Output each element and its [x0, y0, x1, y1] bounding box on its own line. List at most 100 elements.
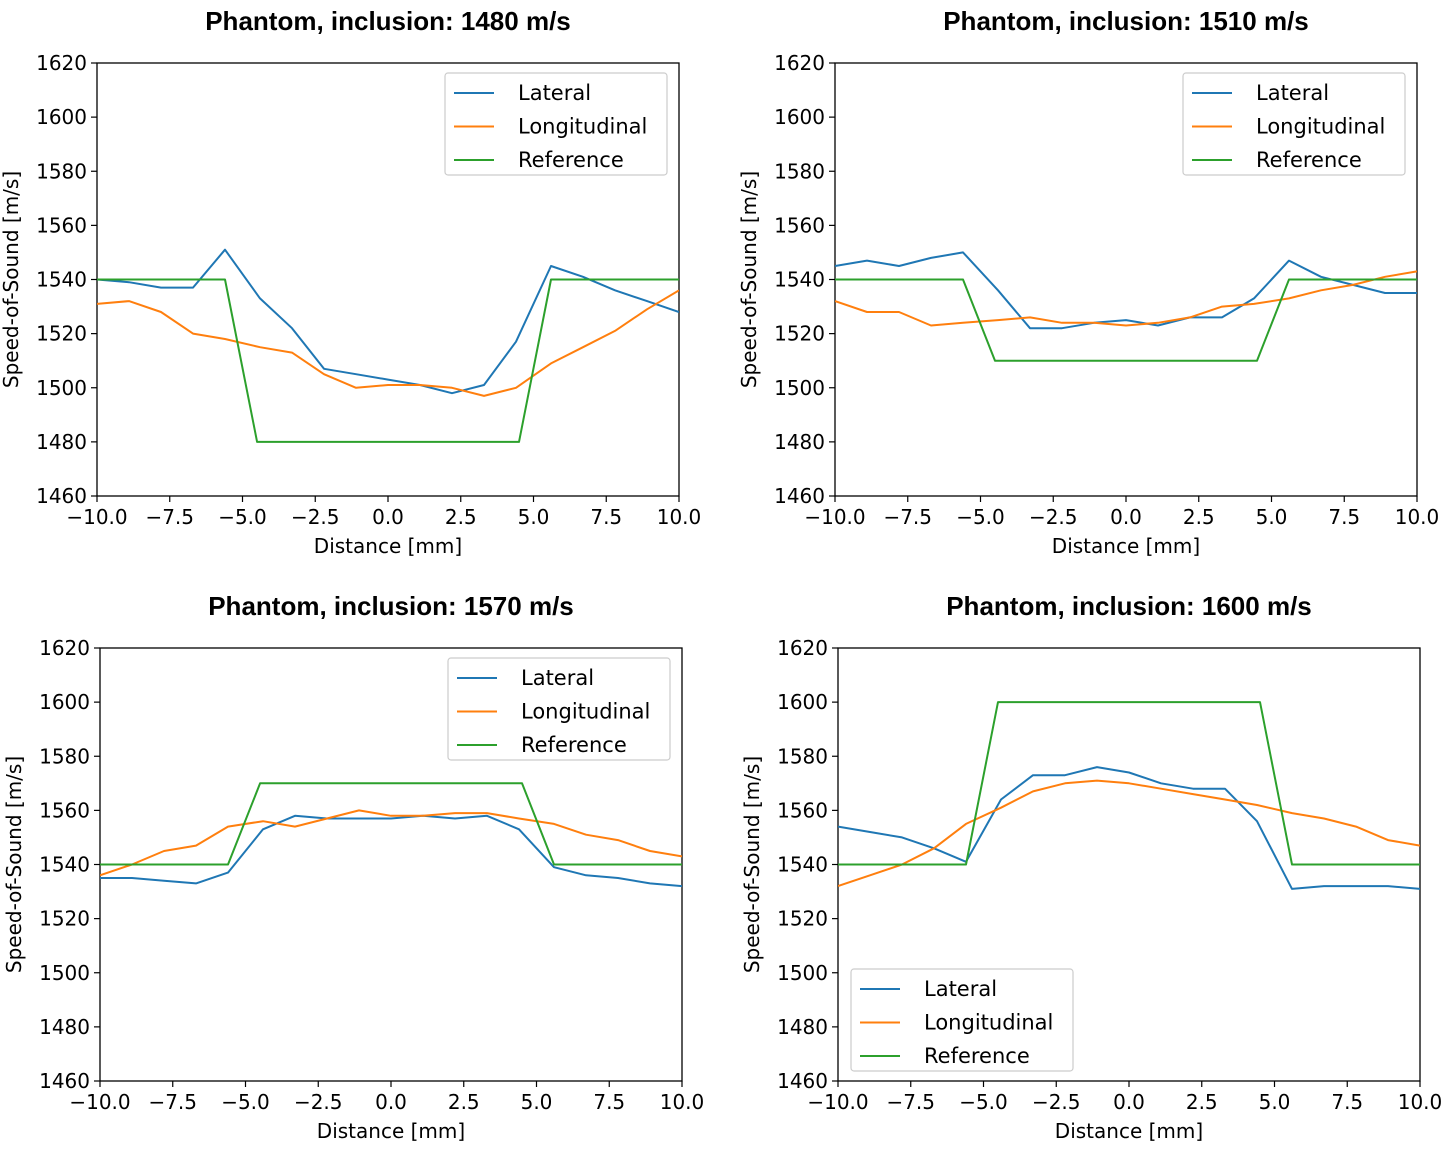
series-line-lateral	[97, 248, 679, 395]
chart-panel-1: Phantom, inclusion: 1480 m/s −10.0 −7.5 −5.…	[0, 6, 701, 558]
x-tick-label: 2.5	[445, 505, 477, 529]
x-tick-label: 10.0	[660, 1090, 705, 1114]
y-tick-label: 1500	[39, 961, 90, 985]
y-axis-label: Speed-of-Sound [m/s]	[2, 756, 26, 973]
series-line-longitudinal	[97, 289, 679, 397]
y-axis-label: Speed-of-Sound [m/s]	[737, 171, 761, 388]
y-tick-label: 1560	[39, 798, 90, 822]
x-axis-label: Distance [mm]	[1052, 534, 1200, 558]
y-tick-label: 1500	[774, 376, 825, 400]
legend: Lateral Longitudinal Reference	[444, 72, 668, 176]
x-tick-label: −2.5	[1032, 1090, 1081, 1114]
legend: Lateral Longitudinal Reference	[1182, 72, 1406, 176]
x-tick-label: 2.5	[1183, 505, 1215, 529]
x-axis-label: Distance [mm]	[1055, 1119, 1203, 1143]
x-tick-label: 5.0	[521, 1090, 553, 1114]
legend-label: Longitudinal	[924, 1011, 1053, 1035]
legend-label: Lateral	[924, 977, 997, 1001]
legend: Lateral Longitudinal Reference	[447, 657, 671, 761]
y-tick-label: 1600	[39, 690, 90, 714]
legend-box	[447, 657, 671, 761]
legend-box	[850, 968, 1074, 1072]
series-line-reference	[97, 278, 679, 443]
y-tick-label: 1620	[777, 636, 828, 660]
x-axis-label: Distance [mm]	[317, 1119, 465, 1143]
legend-label: Reference	[924, 1044, 1030, 1068]
legend-label: Longitudinal	[521, 700, 650, 724]
legend-box	[444, 72, 668, 176]
x-tick-label: 0.0	[375, 1090, 407, 1114]
x-tick-label: −5.0	[221, 1090, 270, 1114]
legend-label: Longitudinal	[518, 115, 647, 139]
series-line-longitudinal	[100, 809, 682, 877]
y-axis-label: Speed-of-Sound [m/s]	[740, 756, 764, 973]
y-tick-label: 1580	[36, 159, 87, 183]
x-tick-label: 7.5	[590, 505, 622, 529]
y-tick-label: 1460	[39, 1069, 90, 1093]
x-tick-label: 7.5	[1328, 505, 1360, 529]
x-tick-label: 10.0	[1395, 505, 1440, 529]
y-tick-label: 1560	[774, 213, 825, 237]
chart-title: Phantom, inclusion: 1510 m/s	[943, 6, 1309, 36]
series-line-longitudinal	[835, 270, 1417, 327]
y-tick-label: 1580	[774, 159, 825, 183]
chart-title: Phantom, inclusion: 1570 m/s	[208, 591, 574, 621]
legend-label: Longitudinal	[1256, 115, 1385, 139]
x-tick-label: −5.0	[956, 505, 1005, 529]
x-tick-label: −5.0	[959, 1090, 1008, 1114]
y-tick-label: 1620	[774, 51, 825, 75]
y-tick-label: 1480	[777, 1015, 828, 1039]
y-tick-label: 1480	[39, 1015, 90, 1039]
series-line-lateral	[835, 251, 1417, 330]
y-tick-label: 1520	[777, 907, 828, 931]
x-tick-label: 0.0	[372, 505, 404, 529]
legend-label: Lateral	[521, 666, 594, 690]
y-tick-label: 1560	[777, 798, 828, 822]
y-tick-label: 1620	[39, 636, 90, 660]
x-tick-label: −10.0	[66, 505, 127, 529]
y-tick-label: 1540	[39, 853, 90, 877]
y-tick-label: 1480	[36, 430, 87, 454]
x-tick-label: −10.0	[804, 505, 865, 529]
y-tick-label: 1500	[777, 961, 828, 985]
legend-label: Lateral	[1256, 81, 1329, 105]
chart-title: Phantom, inclusion: 1600 m/s	[946, 591, 1312, 621]
chart-title: Phantom, inclusion: 1480 m/s	[205, 6, 571, 36]
chart-panel-2: Phantom, inclusion: 1510 m/s −10.0 −7.5 −5.…	[737, 6, 1439, 558]
y-tick-label: 1460	[36, 484, 87, 508]
y-tick-label: 1540	[777, 853, 828, 877]
y-tick-label: 1500	[36, 376, 87, 400]
y-tick-label: 1480	[774, 430, 825, 454]
x-tick-label: 7.5	[593, 1090, 625, 1114]
y-tick-label: 1620	[36, 51, 87, 75]
y-tick-label: 1600	[774, 105, 825, 129]
y-axis-label: Speed-of-Sound [m/s]	[0, 171, 23, 388]
y-tick-label: 1580	[39, 744, 90, 768]
x-tick-label: 10.0	[1398, 1090, 1443, 1114]
x-tick-label: −7.5	[145, 505, 194, 529]
legend-box	[1182, 72, 1406, 176]
x-tick-label: −7.5	[883, 505, 932, 529]
legend-label: Reference	[521, 733, 627, 757]
x-tick-label: 0.0	[1110, 505, 1142, 529]
series-line-reference	[838, 701, 1420, 866]
x-tick-label: 0.0	[1113, 1090, 1145, 1114]
x-tick-label: −7.5	[886, 1090, 935, 1114]
y-tick-label: 1560	[36, 213, 87, 237]
x-tick-label: 5.0	[1259, 1090, 1291, 1114]
x-tick-label: −2.5	[294, 1090, 343, 1114]
series-line-reference	[835, 278, 1417, 362]
y-tick-label: 1520	[774, 322, 825, 346]
y-tick-label: 1460	[777, 1069, 828, 1093]
x-tick-label: −7.5	[148, 1090, 197, 1114]
chart-panel-3: Phantom, inclusion: 1570 m/s −10.0 −7.5 −5.…	[2, 591, 704, 1143]
chart-panel-4: Phantom, inclusion: 1600 m/s −10.0 −7.5 −5.…	[740, 591, 1442, 1143]
legend-label: Reference	[1256, 148, 1362, 172]
y-tick-label: 1520	[39, 907, 90, 931]
x-tick-label: 2.5	[448, 1090, 480, 1114]
y-tick-label: 1540	[36, 268, 87, 292]
series-line-reference	[100, 782, 682, 866]
x-tick-label: 5.0	[1256, 505, 1288, 529]
y-tick-label: 1520	[36, 322, 87, 346]
